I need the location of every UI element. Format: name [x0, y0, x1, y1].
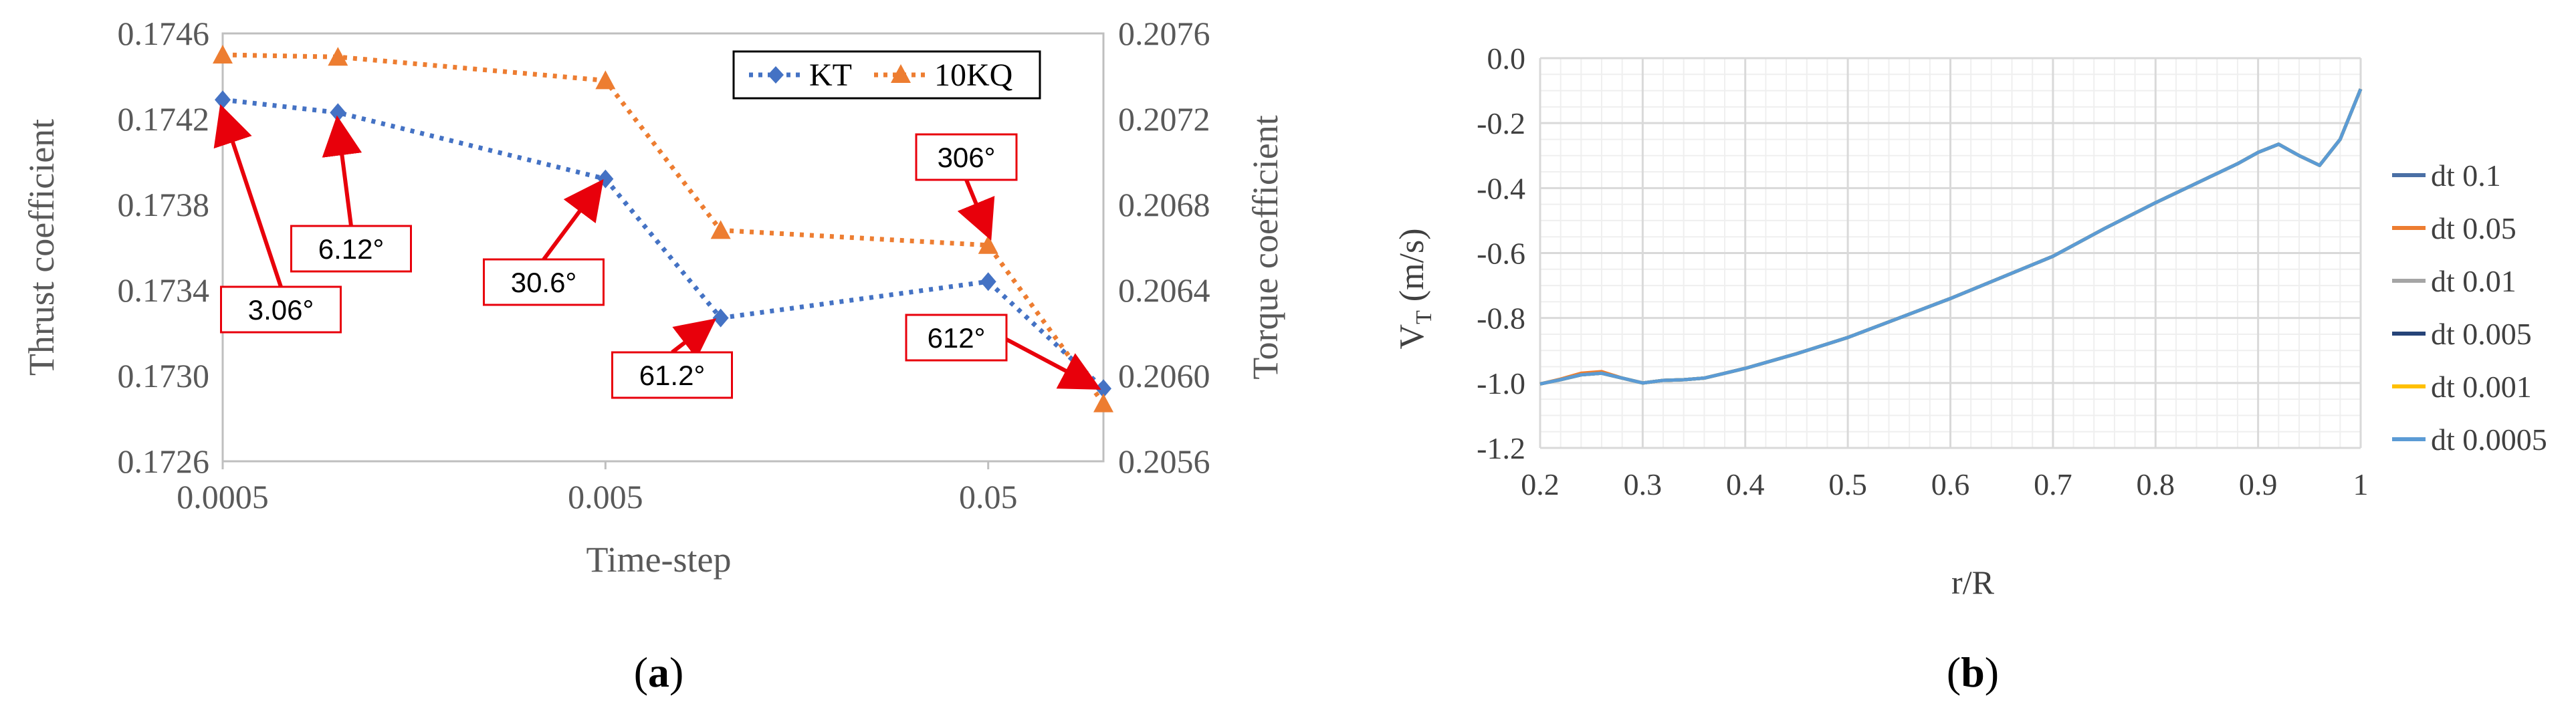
- chart-b: 0.0 -0.2 -0.4 -0.6 -0.8 -1.0 -1.2 0.2 0.3 0.4 0.5…: [1393, 41, 2547, 696]
- annotation-arrow: [1002, 336, 1101, 390]
- y-tick-label-a: 0.1746: [118, 15, 210, 52]
- legend-label-b: dt 0.0005: [2431, 423, 2547, 457]
- x-axis-title-a: Time-step: [586, 540, 731, 580]
- annotation-box: [611, 351, 733, 399]
- x-tick-label-b: 0.4: [1726, 467, 1765, 501]
- legend-kt-label: KT: [809, 57, 852, 93]
- annotation-box: [220, 285, 342, 334]
- y2-tick-label-a: 0.2064: [1118, 271, 1210, 309]
- panel-letter-a: a: [648, 648, 669, 696]
- y2-tick-label-a: 0.2076: [1118, 15, 1210, 52]
- x-tick-label-b: 0.9: [2239, 467, 2278, 501]
- annotation-box: [290, 225, 412, 273]
- 10kq-point: [328, 47, 348, 66]
- legend-kt-marker: [768, 66, 784, 84]
- legend-label-b: dt 0.1: [2431, 158, 2501, 193]
- y-tick-label-b: 0.0: [1487, 41, 1526, 76]
- plot-frame-a: [221, 32, 1105, 463]
- y-tick-label-b: -0.6: [1477, 237, 1525, 271]
- series-line-10kq: [222, 52, 1105, 405]
- y-axis-title-b-unit: (m/s): [1393, 228, 1431, 310]
- 10kq-point: [213, 45, 233, 64]
- annotation-box: [905, 314, 1008, 362]
- x-tick-label-b: 1: [2353, 467, 2369, 501]
- y-axis-title-b: VT (m/s): [1393, 228, 1436, 349]
- annotation-label: 612°: [928, 322, 986, 354]
- y-tick-label-a: 0.1726: [118, 443, 210, 480]
- legend-label-b: dt 0.05: [2431, 211, 2516, 245]
- legend-a: KT 10KQ: [732, 50, 1041, 100]
- x-axis-title-b: r/R: [1951, 564, 1995, 601]
- kt-point: [712, 308, 729, 328]
- kt-point: [215, 90, 231, 110]
- panel-letter-b: b: [1961, 648, 1985, 696]
- annotation-arrow: [213, 104, 283, 287]
- annotation-label: 30.6°: [511, 267, 577, 298]
- x-tick-label-b: 0.7: [2034, 467, 2072, 501]
- kt-point: [330, 103, 346, 122]
- y-tick-label-a: 0.1734: [118, 271, 210, 309]
- series-line-dt-0-0005: [1539, 88, 2363, 386]
- annotation-arrow: [671, 318, 717, 359]
- annotation-box: [483, 258, 605, 306]
- x-tick-label-b: 0.3: [1624, 467, 1662, 501]
- annotation-label: 6.12°: [318, 233, 385, 265]
- y-tick-label-a: 0.1730: [118, 357, 210, 394]
- y-axis-title-a: Thrust coefficient: [21, 119, 62, 376]
- annotation-label: 306°: [938, 142, 996, 173]
- y2-tick-label-a: 0.2060: [1118, 357, 1210, 394]
- annotation-box: [915, 133, 1018, 181]
- y2-tick-label-a: 0.2068: [1118, 186, 1210, 223]
- y-tick-label-b: -0.4: [1477, 171, 1525, 205]
- 10kq-point: [595, 70, 616, 90]
- legend-10kq-label: 10KQ: [934, 57, 1012, 93]
- legend-10kq-marker: [891, 64, 911, 83]
- y-axis-title-b-sub: T: [1412, 310, 1436, 324]
- panel-label-b: (b): [1947, 648, 1999, 696]
- legend-label-b: dt 0.01: [2431, 264, 2516, 298]
- x-tick-label-a: 0.0005: [177, 478, 269, 515]
- legend-label-b: dt 0.001: [2431, 370, 2532, 404]
- y-tick-label-b: -1.2: [1477, 431, 1525, 465]
- annotation-arrow: [542, 178, 604, 261]
- panel-label-a: (a): [634, 648, 684, 696]
- x-tick-label-b: 0.5: [1828, 467, 1867, 501]
- y-tick-label-b: -0.2: [1477, 106, 1525, 140]
- y-tick-label-a: 0.1738: [118, 186, 210, 223]
- y2-tick-label-a: 0.2056: [1118, 443, 1210, 480]
- x-tick-label-a: 0.005: [568, 478, 643, 515]
- series-line-kt: [222, 97, 1105, 390]
- 10kq-point: [978, 235, 998, 254]
- x-tick-label-b: 0.6: [1931, 467, 1970, 501]
- y2-tick-label-a: 0.2072: [1118, 100, 1210, 138]
- kt-point: [980, 272, 996, 291]
- kt-point: [597, 169, 614, 189]
- chart-a: 0.1726 0.1730 0.1734 0.1738 0.1742 0.1746 0.2…: [21, 15, 1285, 696]
- annotation-label: 3.06°: [248, 294, 314, 326]
- 10kq-point: [710, 220, 731, 239]
- y-axis-title-b-v: V: [1393, 324, 1431, 350]
- annotation-label: 61.2°: [639, 360, 706, 391]
- annotation-arrow: [322, 115, 362, 227]
- y-tick-label-b: -1.0: [1477, 366, 1525, 400]
- x-tick-label-b: 0.8: [2137, 467, 2175, 501]
- 10kq-point: [1093, 393, 1113, 412]
- x-tick-label-a: 0.05: [959, 478, 1018, 515]
- legend-label-b: dt 0.005: [2431, 317, 2532, 351]
- y-tick-label-a: 0.1742: [118, 100, 210, 138]
- y-tick-label-b: -0.8: [1477, 302, 1525, 336]
- annotation-arrow: [957, 178, 995, 241]
- y2-axis-title-a: Torque coefficient: [1245, 115, 1285, 380]
- x-tick-label-b: 0.2: [1521, 467, 1560, 501]
